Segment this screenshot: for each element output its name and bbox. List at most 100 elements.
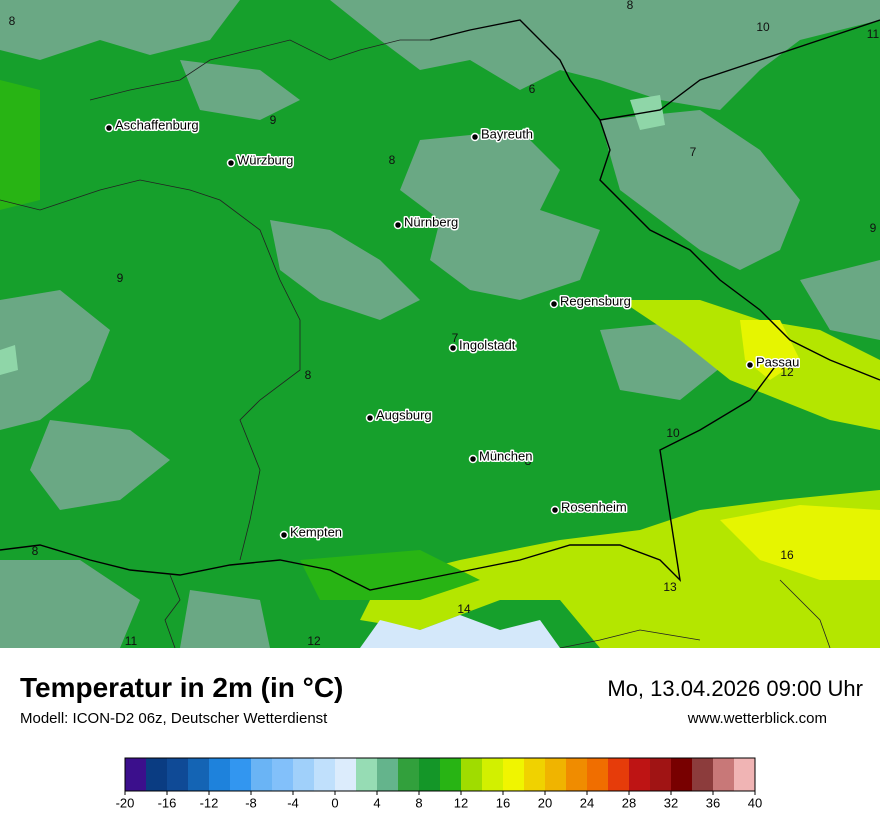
city: Bayreuth [470, 125, 535, 143]
city-label: Rosenheim [561, 499, 627, 514]
mild-areas [0, 80, 480, 600]
border [164, 574, 831, 648]
colorbar-box [356, 758, 378, 791]
contour-label: 14 [457, 602, 471, 616]
colorbar-box [167, 758, 189, 791]
city-label: Würzburg [237, 152, 293, 167]
colorbar-tick-label: 20 [538, 795, 552, 810]
border [429, 19, 880, 381]
colorbar-box [440, 758, 462, 791]
contour-label: 6 [529, 82, 536, 96]
border [599, 19, 880, 121]
contour-label: 16 [780, 548, 794, 562]
subtitle: Modell: ICON-D2 06z, Deutscher Wetterdie… [20, 710, 328, 727]
colorbar-tick-label: 36 [706, 795, 720, 810]
city: Regensburg [549, 292, 632, 310]
colorbar-box [230, 758, 252, 791]
border [0, 359, 781, 591]
colorbar-tick-label: -4 [287, 795, 299, 810]
contour-label: 10 [666, 426, 680, 440]
contour-label: 11 [125, 634, 138, 648]
colorbar-box [314, 758, 336, 791]
contour-label: 11 [867, 27, 880, 41]
city-label: München [479, 448, 532, 463]
city-dot [550, 505, 560, 515]
contour-label: 8 [627, 0, 634, 12]
city-dot [365, 413, 375, 423]
contour-label: 13 [663, 580, 677, 594]
colorbar-box [188, 758, 210, 791]
city-label: Bayreuth [481, 126, 533, 141]
colorbar-box [398, 758, 420, 791]
colorbar-tick-label: -8 [245, 795, 257, 810]
city-dot [470, 132, 480, 142]
city-dot [549, 299, 559, 309]
city-dot [448, 343, 458, 353]
contour-label: 8 [9, 14, 16, 28]
contour-label: 7 [690, 145, 697, 159]
title: Temperatur in 2m (in °C) [20, 672, 344, 703]
colorbar-tick-label: 40 [748, 795, 762, 810]
contour-labels: 8 8 10 11 6 9 8 7 9 9 9 7 12 8 10 8 16 13 8 14 11 12 [9, 0, 880, 648]
city-label: Aschaffenburg [115, 117, 199, 132]
city-label: Regensburg [560, 293, 631, 308]
state-border [0, 39, 430, 561]
city-dot [745, 360, 755, 370]
colorbar-tick-label: -16 [158, 795, 177, 810]
city-label: Nürnberg [404, 214, 458, 229]
contour-label: 9 [870, 221, 877, 235]
colorbar-frame [124, 757, 756, 792]
city-label: Passau [756, 354, 799, 369]
city: Ingolstadt [448, 336, 517, 354]
city: Kempten [279, 523, 344, 541]
datetime: Mo, 13.04.2026 09:00 Uhr [607, 676, 863, 701]
colorbar-tick-label: 24 [580, 795, 594, 810]
colorbar-box [503, 758, 525, 791]
source: www.wetterblick.com [687, 710, 827, 727]
colorbar-box [629, 758, 651, 791]
colorbar-box [482, 758, 504, 791]
city-dot [279, 530, 289, 540]
city: Würzburg [226, 151, 295, 169]
colorbar-tick-label: 4 [373, 795, 380, 810]
colorbar-box [377, 758, 399, 791]
contour-label: 8 [389, 153, 396, 167]
city: Nürnberg [393, 213, 460, 231]
colorbar-box [713, 758, 735, 791]
city-label: Augsburg [376, 407, 432, 422]
city-dot [468, 454, 478, 464]
colorbar-box [671, 758, 693, 791]
colorbar-box [545, 758, 567, 791]
colorbar-tick-label: 0 [331, 795, 338, 810]
colorbar-box [692, 758, 714, 791]
city-dot [104, 123, 114, 133]
colorbar-box [608, 758, 630, 791]
colorbar-box [734, 758, 756, 791]
city-dot [226, 158, 236, 168]
colorbar-tick-label: 8 [415, 795, 422, 810]
contour-label: 8 [32, 544, 39, 558]
colorbar-box [251, 758, 273, 791]
colorbar-tick-label: 12 [454, 795, 468, 810]
colorbar-box [566, 758, 588, 791]
city: Aschaffenburg [104, 116, 200, 134]
city: Augsburg [365, 406, 433, 424]
colorbar-box [524, 758, 546, 791]
city-dot [393, 220, 403, 230]
colorbar-tick-label: -12 [200, 795, 219, 810]
colorbar-box [146, 758, 168, 791]
city-label: Ingolstadt [459, 337, 516, 352]
contour-label: 9 [270, 113, 277, 127]
colorbar-tick-label: -20 [116, 795, 135, 810]
colorbar-box [335, 758, 357, 791]
alpine-snow [360, 615, 560, 648]
contour-label: 9 [117, 271, 124, 285]
colorbar-box [293, 758, 315, 791]
colorbar-tick-label: 32 [664, 795, 678, 810]
contour-label: 12 [780, 365, 794, 379]
colorbar-box [587, 758, 609, 791]
colorbar-box [209, 758, 231, 791]
colorbar-box [461, 758, 483, 791]
contour-label: 9 [582, 295, 589, 309]
